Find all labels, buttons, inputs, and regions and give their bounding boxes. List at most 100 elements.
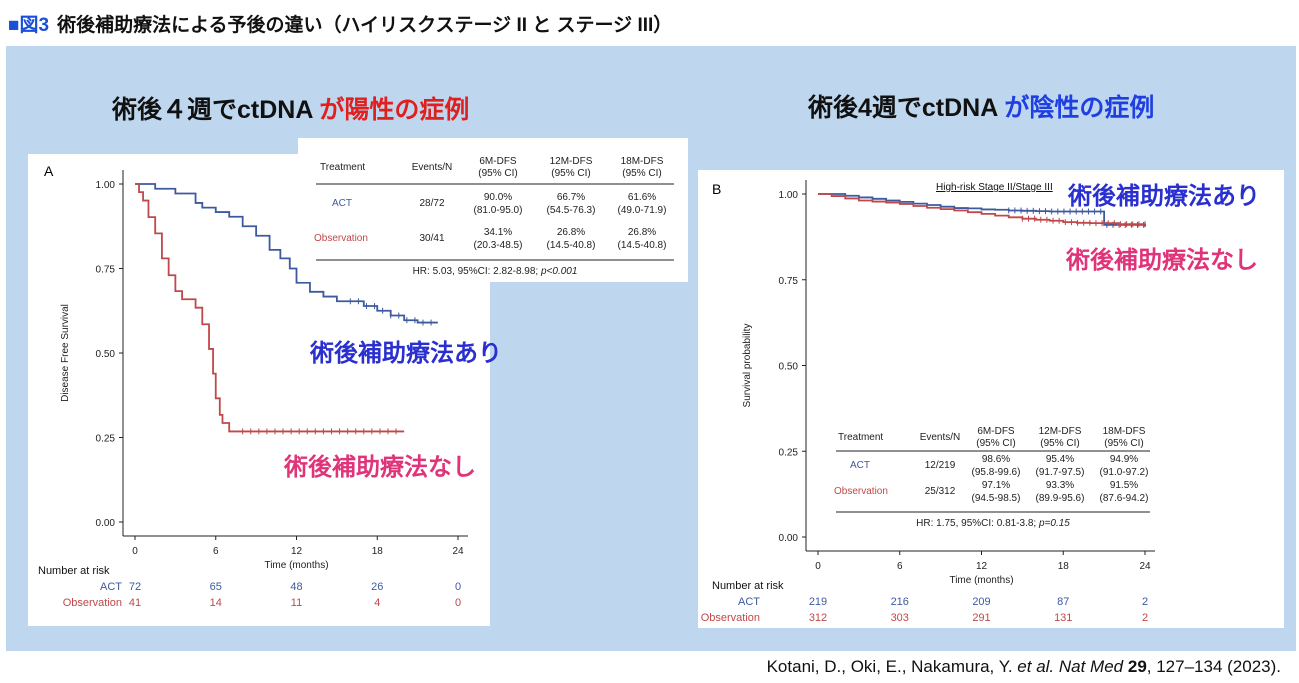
table-ci: (14.5-40.8)	[547, 240, 596, 251]
table-events: 28/72	[419, 198, 444, 209]
panel-b-chart: B 0.00 0.25 0.50 0.75 1.00 0 6 12 18 24 Time (month…	[701, 180, 1155, 624]
y-tick-label: 0.50	[96, 349, 116, 360]
table-events: 25/312	[925, 486, 956, 497]
x-tick-label: 6	[213, 546, 219, 557]
table-ci: (49.0-71.9)	[618, 205, 667, 216]
figure-title-text: 術後補助療法による予後の違い（ハイリスクステージ II と ステージ III）	[57, 15, 673, 36]
risk-value: 219	[809, 596, 827, 608]
table-header: (95% CI)	[1104, 438, 1143, 449]
risk-value: 0	[455, 597, 461, 609]
risk-value: 11	[291, 597, 302, 609]
risk-value: 26	[371, 581, 383, 593]
table-header: (95% CI)	[478, 168, 517, 179]
table-header: 18M-DFS	[1103, 426, 1146, 437]
y-tick-label: 0.25	[779, 447, 799, 458]
table-value: 94.9%	[1110, 454, 1138, 465]
table-header: Treatment	[838, 432, 883, 443]
risk-row-name: ACT	[738, 596, 760, 608]
risk-value: 65	[210, 581, 222, 593]
table-value: 26.8%	[628, 227, 656, 238]
risk-row-name: Observation	[63, 597, 122, 609]
y-tick-label: 0.25	[96, 434, 116, 445]
table-value: 97.1%	[982, 480, 1010, 491]
heading-negative-highlight: が陰性の症例	[1004, 94, 1155, 122]
table-events: 12/219	[925, 460, 956, 471]
panel-a-chart: A 0.00 0.25 0.50 0.75 1.00 0 6 12 18 24 Time (month…	[38, 163, 468, 609]
risk-value: 72	[129, 581, 141, 593]
x-tick-label: 24	[1139, 561, 1151, 572]
panel-a-table-card: Treatment Events/N 6M-DFS (95% CI) 12M-DFS (9…	[298, 138, 688, 282]
table-header: Events/N	[920, 432, 961, 443]
x-tick-label: 12	[976, 561, 988, 572]
table-ci: (95.8-99.6)	[972, 467, 1021, 478]
risk-value: 216	[891, 596, 909, 608]
x-tick-label: 18	[1058, 561, 1070, 572]
x-tick-label: 12	[291, 546, 303, 557]
table-hr: HR: 5.03, 95%CI: 2.82-8.98; p<0.001	[413, 266, 578, 277]
table-value: 61.6%	[628, 192, 656, 203]
table-treatment: ACT	[332, 198, 352, 209]
risk-row-name: Observation	[701, 612, 760, 624]
y-tick-label: 0.50	[779, 362, 799, 373]
hr-p-value: p=0.15	[1038, 518, 1070, 529]
figure-number: 図3	[19, 15, 50, 36]
y-tick-label: 1.00	[96, 180, 116, 191]
table-ci: (89.9-95.6)	[1036, 493, 1085, 504]
citation-volume: 29	[1127, 657, 1147, 676]
table-value: 26.8%	[557, 227, 585, 238]
citation-journal: Nat Med	[1054, 657, 1128, 676]
citation-etal: et al.	[1017, 657, 1055, 676]
heading-negative: 術後4週でctDNA が陰性の症例	[808, 88, 1154, 124]
table-treatment: ACT	[850, 460, 870, 471]
annotation-a-with-therapy: 術後補助療法あり	[310, 340, 502, 367]
table-ci: (20.3-48.5)	[474, 240, 523, 251]
table-value: 98.6%	[982, 454, 1010, 465]
x-tick-label: 6	[897, 561, 903, 572]
risk-value: 209	[972, 596, 990, 608]
km-curve-act	[818, 193, 1146, 227]
heading-positive-prefix: 術後４週でctDNA	[112, 96, 320, 124]
y-tick-label: 0.75	[96, 265, 116, 276]
risk-value: 131	[1054, 612, 1072, 624]
citation: Kotani, D., Oki, E., Nakamura, Y. et al.…	[767, 657, 1281, 677]
x-axis-label: Time (months)	[949, 575, 1013, 586]
citation-rest: , 127–134 (2023).	[1146, 657, 1281, 676]
km-curve-act	[135, 183, 438, 324]
table-header: Events/N	[412, 162, 453, 173]
risk-value: 48	[290, 581, 302, 593]
annotation-b-with-therapy: 術後補助療法あり	[1068, 183, 1260, 210]
y-tick-label: 0.00	[96, 518, 116, 529]
table-value: 93.3%	[1046, 480, 1074, 491]
table-ci: (94.5-98.5)	[972, 493, 1021, 504]
heading-negative-prefix: 術後4週でctDNA	[808, 94, 1005, 122]
heading-positive-highlight: が陽性の症例	[319, 96, 470, 124]
table-value: 66.7%	[557, 192, 585, 203]
table-header: 12M-DFS	[1039, 426, 1082, 437]
chart-title: High-risk Stage II/Stage III	[936, 182, 1053, 193]
panel-b-label: B	[712, 181, 721, 197]
risk-value: 2	[1142, 596, 1148, 608]
x-tick-label: 0	[132, 546, 138, 557]
table-header: (95% CI)	[976, 438, 1015, 449]
y-tick-label: 1.00	[779, 190, 799, 201]
table-header: 6M-DFS	[977, 426, 1015, 437]
table-header: 6M-DFS	[479, 156, 517, 167]
risk-value: 303	[891, 612, 909, 624]
table-ci: (81.0-95.0)	[474, 205, 523, 216]
table-value: 95.4%	[1046, 454, 1074, 465]
hr-text: HR: 1.75, 95%CI: 0.81-3.8;	[916, 518, 1039, 529]
y-axis-label: Survival probability	[742, 324, 753, 408]
table-value: 90.0%	[484, 192, 512, 203]
x-tick-label: 0	[815, 561, 821, 572]
risk-table-label: Number at risk	[712, 580, 784, 592]
panel-a-label: A	[44, 163, 54, 179]
risk-value: 87	[1057, 596, 1069, 608]
km-curve-observation	[818, 193, 1146, 226]
y-tick-label: 0.00	[779, 533, 799, 544]
risk-value: 0	[455, 581, 461, 593]
table-treatment: Observation	[834, 486, 888, 497]
annotation-b-without-therapy: 術後補助療法なし	[1066, 247, 1258, 274]
citation-authors: Kotani, D., Oki, E., Nakamura, Y.	[766, 657, 1018, 676]
risk-row-name: ACT	[100, 581, 122, 593]
risk-value: 14	[210, 597, 222, 609]
